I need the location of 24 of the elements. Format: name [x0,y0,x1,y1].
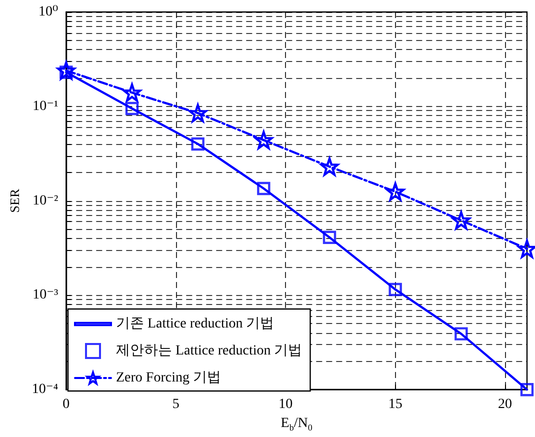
point [520,383,534,396]
point [388,282,402,296]
x-tick-label: 5 [172,397,180,412]
point [191,137,204,151]
x-tick-label: 0 [62,397,70,412]
y-tick-label: 10⁻¹ [32,98,58,114]
point [57,61,76,80]
point [454,327,468,340]
legend-label: 제안하는 Lattice reduction 기법 [116,344,302,358]
point [125,102,139,116]
y-tick-label: 10⁻⁴ [32,382,58,398]
point [254,130,273,150]
x-tick-label: 20 [498,397,512,412]
legend-label: Zero Forcing 기법 [116,370,221,386]
x-tick-label: 15 [388,397,402,412]
y-axis-title: SER [7,188,22,213]
y-tick-label: 10⁻³ [32,288,58,303]
legend-label: 기존 Lattice reduction 기법 [116,316,274,332]
x-tick-label: 10 [278,397,293,412]
y-tick-label: 10⁻² [32,193,58,208]
y-tick-label: 10⁰ [38,4,59,20]
point [188,104,207,122]
point [257,182,270,196]
point [322,230,336,244]
